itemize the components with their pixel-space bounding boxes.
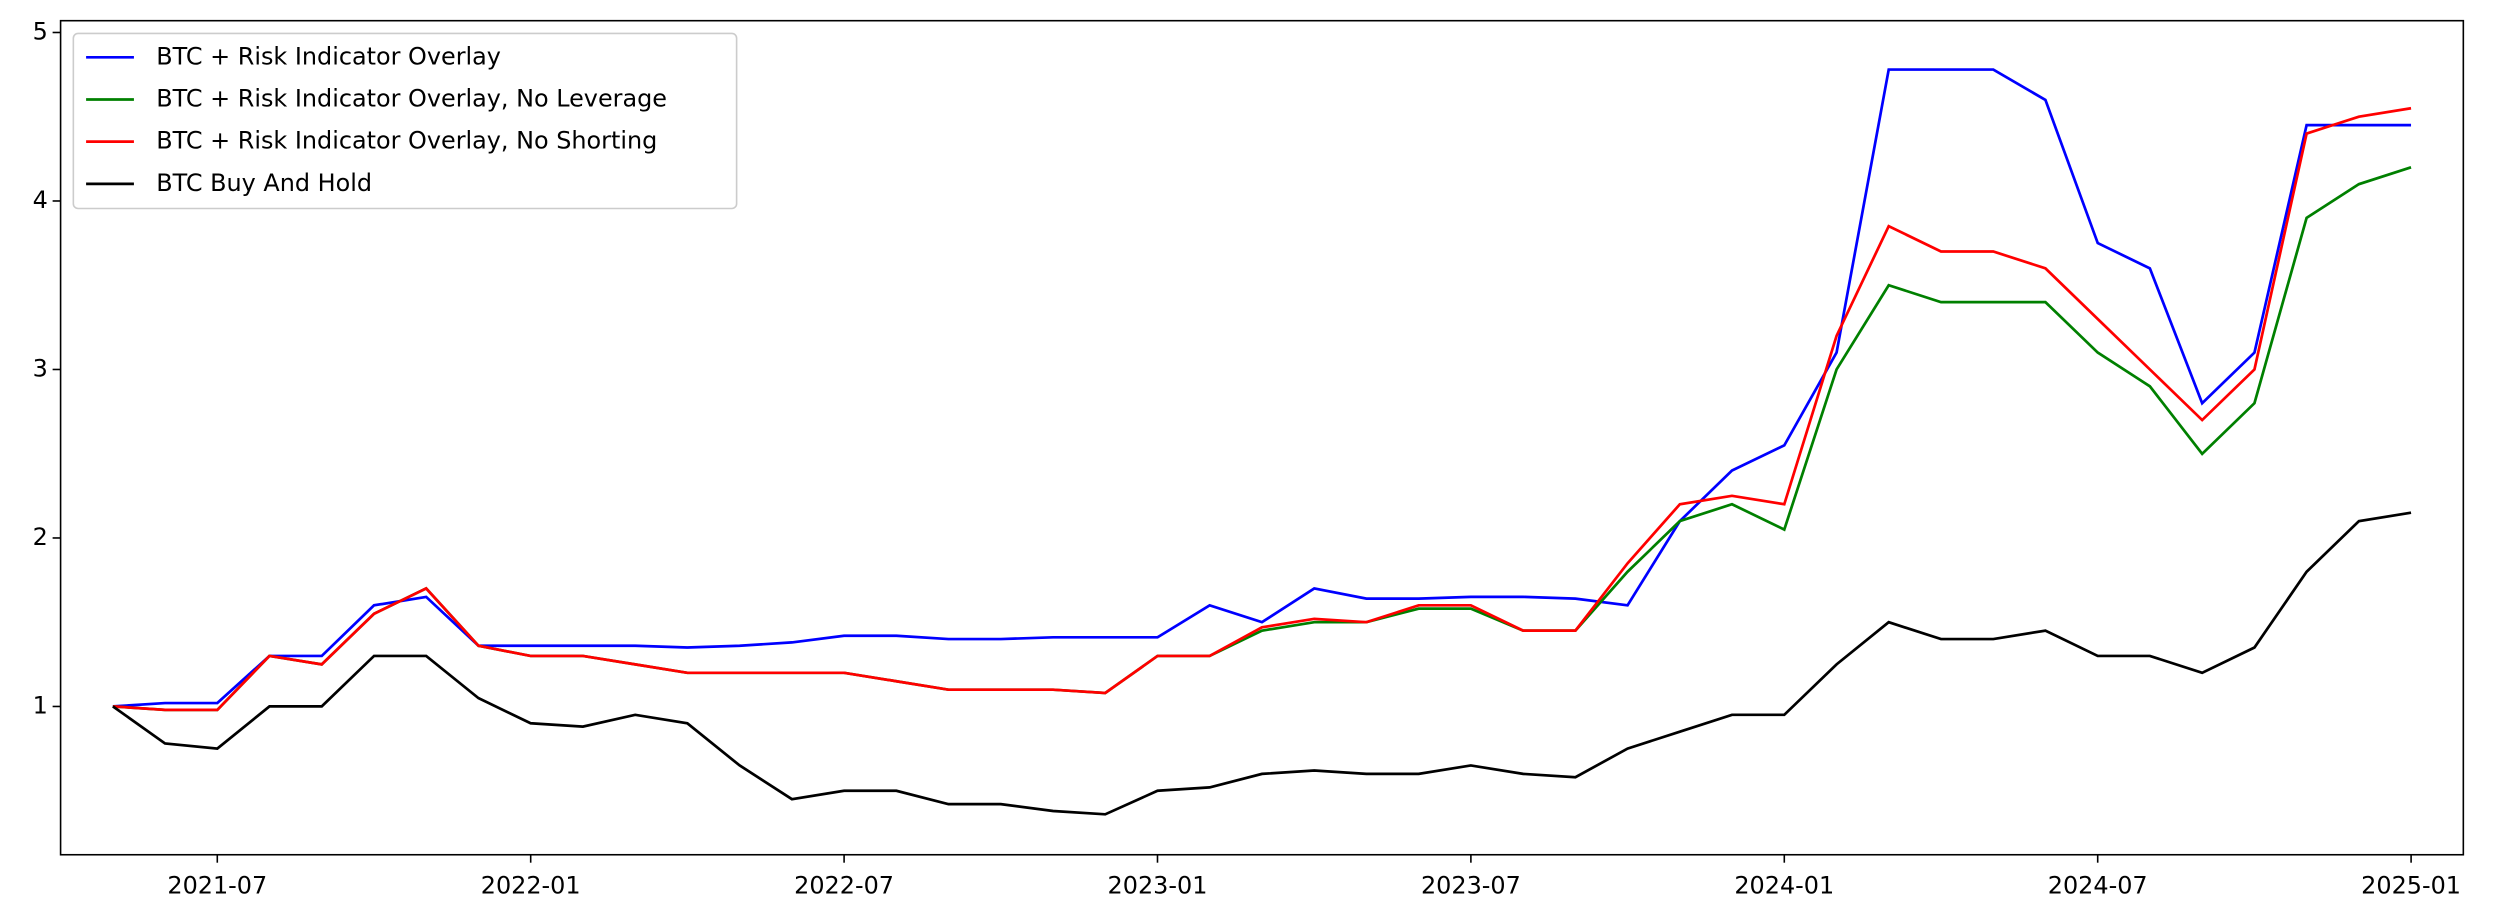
legend-label: BTC + Risk Indicator Overlay, No Leverag…: [156, 84, 667, 112]
y-tick-label: 4: [33, 186, 48, 214]
legend-label: BTC + Risk Indicator Overlay: [156, 42, 501, 70]
series-line: [112, 68, 2412, 708]
x-tick-label: 2023-07: [1421, 872, 1521, 900]
y-tick-label: 1: [33, 691, 48, 719]
x-tick-label: 2023-01: [1108, 872, 1208, 900]
legend-label: BTC Buy And Hold: [156, 169, 372, 197]
legend-label: BTC + Risk Indicator Overlay, No Shortin…: [156, 127, 657, 155]
y-tick-label: 2: [33, 523, 48, 551]
x-tick-label: 2024-07: [2048, 872, 2148, 900]
plot-frame: [59, 19, 2465, 856]
series-line: [112, 106, 2412, 712]
x-tick-label: 2022-01: [481, 872, 581, 900]
series-line: [112, 511, 2412, 816]
y-tick-label: 5: [33, 17, 48, 45]
x-tick-label: 2022-07: [794, 872, 894, 900]
x-tick-label: 2024-01: [1734, 872, 1834, 900]
legend-box: [72, 32, 738, 210]
x-tick-label: 2021-07: [167, 872, 267, 900]
y-tick-label: 3: [33, 354, 48, 382]
x-tick-label: 2025-01: [2361, 872, 2461, 900]
